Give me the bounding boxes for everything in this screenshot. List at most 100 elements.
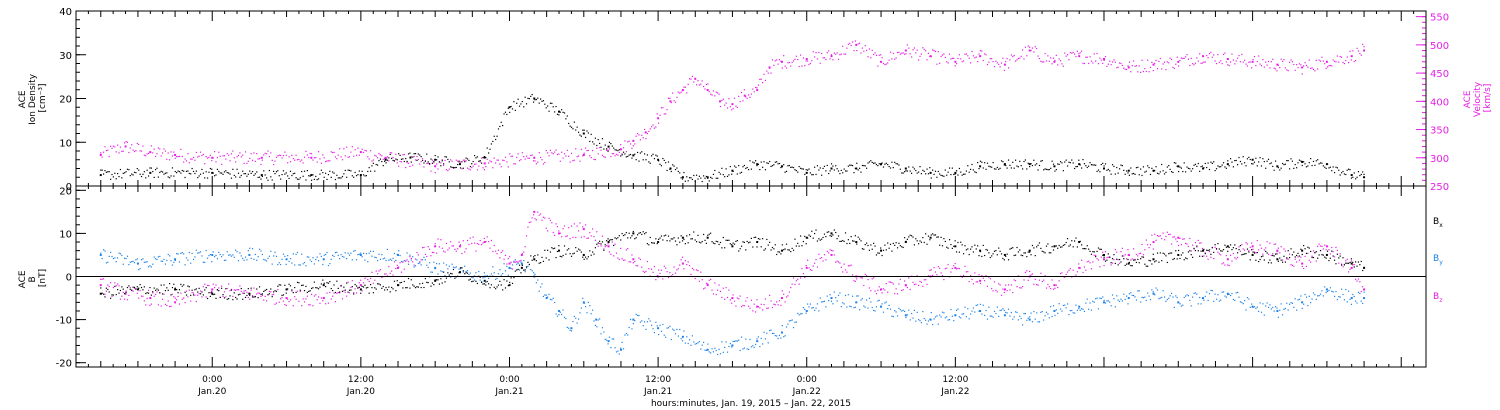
scatter-sample xyxy=(1041,61,1043,63)
scatter-sample xyxy=(888,304,890,307)
scatter-sample xyxy=(866,275,868,277)
scatter-sample xyxy=(419,163,421,165)
scatter-sample xyxy=(1147,244,1149,246)
scatter-sample xyxy=(767,244,769,246)
scatter-sample xyxy=(870,244,872,246)
scatter-sample xyxy=(190,294,192,296)
scatter-sample xyxy=(1090,268,1093,270)
scatter-sample xyxy=(167,176,169,178)
scatter-sample xyxy=(961,61,963,63)
scatter-sample xyxy=(1055,168,1057,171)
scatter-sample xyxy=(1203,61,1205,63)
data-point xyxy=(1325,253,1328,256)
scatter-sample xyxy=(516,263,518,265)
scatter-sample xyxy=(510,105,512,108)
scatter-sample xyxy=(927,275,930,277)
scatter-sample xyxy=(1148,295,1150,297)
scatter-sample xyxy=(371,287,373,289)
scatter-sample xyxy=(821,52,823,55)
scatter-sample xyxy=(496,286,498,288)
scatter-sample xyxy=(115,151,117,153)
scatter-sample xyxy=(738,95,740,97)
scatter-sample xyxy=(1103,59,1105,62)
scatter-sample xyxy=(1208,53,1211,55)
scatter-sample xyxy=(535,163,537,165)
scatter-sample xyxy=(1342,293,1344,296)
scatter-sample xyxy=(597,153,599,155)
scatter-sample xyxy=(468,274,470,276)
scatter-sample xyxy=(627,141,629,143)
scatter-sample xyxy=(122,291,124,293)
scatter-sample xyxy=(221,285,223,287)
scatter-sample xyxy=(1041,250,1043,252)
data-point xyxy=(533,97,536,100)
scatter-sample xyxy=(1173,306,1175,308)
scatter-sample xyxy=(829,170,831,172)
scatter-sample xyxy=(1335,246,1337,248)
scatter-sample xyxy=(365,253,367,255)
scatter-sample xyxy=(707,343,709,345)
scatter-sample xyxy=(965,249,967,251)
scatter-sample xyxy=(1017,57,1019,60)
scatter-sample xyxy=(1156,234,1159,237)
scatter-sample xyxy=(403,153,405,156)
scatter-sample xyxy=(325,161,327,163)
scatter-sample xyxy=(365,287,367,289)
scatter-sample xyxy=(561,313,563,316)
scatter-sample xyxy=(389,153,391,156)
scatter-sample xyxy=(898,51,900,53)
scatter-sample xyxy=(132,174,134,176)
scatter-sample xyxy=(191,158,193,160)
scatter-sample xyxy=(700,83,702,85)
scatter-sample xyxy=(246,291,248,293)
scatter-sample xyxy=(608,251,611,253)
scatter-sample xyxy=(1237,252,1239,254)
scatter-sample xyxy=(1006,58,1008,60)
scatter-sample xyxy=(1214,244,1216,246)
scatter-sample xyxy=(795,321,797,323)
scatter-sample xyxy=(527,261,529,263)
scatter-sample xyxy=(257,256,259,258)
scatter-sample xyxy=(1338,296,1340,298)
scatter-sample xyxy=(409,165,411,167)
scatter-sample xyxy=(839,172,841,175)
scatter-sample xyxy=(1050,57,1052,59)
scatter-sample xyxy=(868,48,871,50)
scatter-sample xyxy=(500,284,502,286)
scatter-sample xyxy=(837,235,840,237)
scatter-sample xyxy=(169,255,171,257)
scatter-sample xyxy=(998,168,1000,170)
scatter-sample xyxy=(192,170,195,173)
scatter-sample xyxy=(909,53,911,55)
scatter-sample xyxy=(490,284,493,286)
scatter-sample xyxy=(1016,286,1018,288)
scatter-sample xyxy=(150,167,152,169)
scatter-sample xyxy=(894,58,896,60)
scatter-sample xyxy=(606,244,608,247)
data-point xyxy=(570,327,573,330)
scatter-sample xyxy=(736,173,738,175)
scatter-sample xyxy=(1297,256,1299,258)
scatter-sample xyxy=(1127,172,1129,174)
scatter-sample xyxy=(371,271,373,273)
scatter-sample xyxy=(233,256,235,258)
scatter-sample xyxy=(854,306,856,308)
scatter-sample xyxy=(958,267,960,270)
scatter-sample xyxy=(717,289,719,291)
scatter-sample xyxy=(471,163,473,165)
scatter-sample xyxy=(540,262,542,264)
scatter-sample xyxy=(681,340,684,342)
scatter-sample xyxy=(222,254,224,256)
scatter-sample xyxy=(525,235,528,237)
scatter-sample xyxy=(532,160,535,162)
data-point xyxy=(1301,66,1304,69)
scatter-sample xyxy=(576,322,578,324)
scatter-sample xyxy=(1304,293,1306,296)
scatter-sample xyxy=(114,172,116,174)
scatter-sample xyxy=(199,293,202,295)
scatter-sample xyxy=(913,283,915,286)
scatter-sample xyxy=(537,254,539,256)
scatter-sample xyxy=(162,298,164,300)
scatter-sample xyxy=(493,135,495,137)
scatter-sample xyxy=(943,53,945,55)
